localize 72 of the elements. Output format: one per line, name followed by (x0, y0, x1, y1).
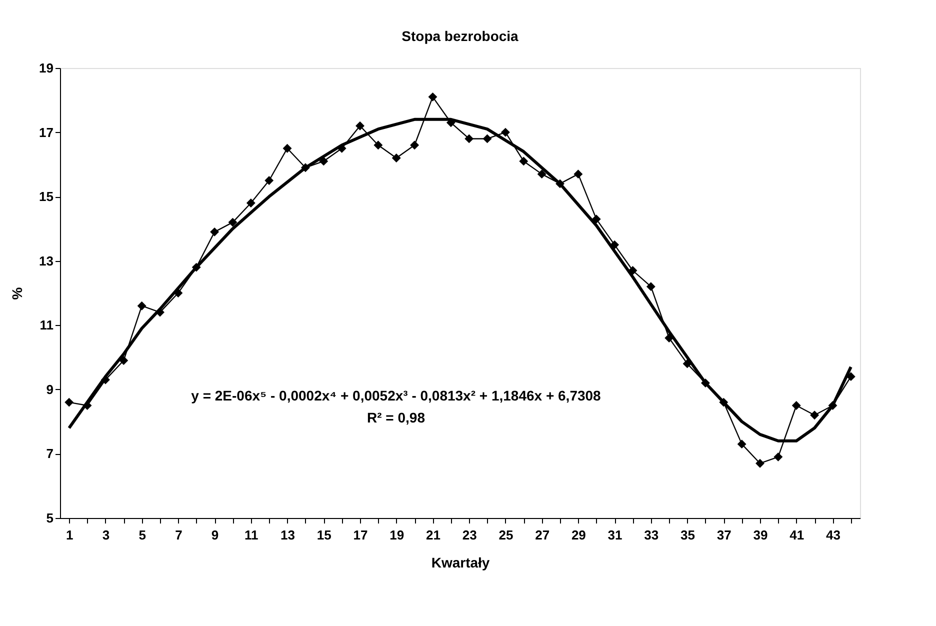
point (756, 458, 764, 468)
x-tick-label: 19 (390, 528, 404, 542)
point (246, 198, 256, 208)
point (174, 288, 183, 298)
x-tick-label: 41 (790, 528, 804, 542)
point (282, 144, 292, 153)
y-tick-label: 7 (46, 446, 54, 462)
point (264, 176, 274, 185)
x-tick-label: 23 (462, 528, 477, 542)
point (428, 92, 438, 102)
point (192, 262, 201, 272)
point (592, 214, 601, 224)
point (628, 266, 638, 275)
x-tick-label: 43 (826, 528, 840, 542)
x-tick-label: 7 (175, 528, 182, 542)
x-axis-title: Kwartały (431, 554, 490, 570)
point (610, 240, 620, 250)
point (374, 140, 383, 150)
y-tick-label: 11 (40, 318, 54, 333)
x-tick-label: 3 (102, 528, 110, 542)
point (646, 282, 656, 292)
point (700, 378, 710, 388)
point (537, 170, 546, 179)
x-tick-label: 5 (138, 528, 146, 542)
point (792, 401, 801, 410)
annotation: R² = 0,98 (367, 410, 426, 426)
point (828, 401, 838, 410)
x-tick-label: 15 (316, 528, 332, 542)
y-tick-label: 5 (46, 510, 54, 526)
point (500, 128, 510, 137)
y-tick-label: 13 (39, 253, 54, 268)
x-tick-label: 17 (353, 528, 368, 542)
point (64, 398, 74, 407)
x-tick-label: 29 (571, 528, 586, 542)
point (137, 301, 146, 310)
point (556, 179, 564, 188)
x-tick-label: 37 (716, 528, 732, 542)
x-tick-label: 31 (608, 528, 622, 542)
point (228, 218, 238, 227)
x-tick-label: 35 (680, 528, 696, 542)
x-tick-label: 9 (211, 528, 219, 542)
y-tick-label: 19 (39, 60, 54, 76)
point (410, 140, 420, 150)
annotation: y = 2E-06x⁵ - 0,0002x⁴ + 0,0052x³ - 0,0813x² + 1,1846x + 6,7308 (191, 388, 602, 404)
x-tick-label: 1 (66, 528, 74, 542)
point (300, 163, 310, 172)
point (392, 154, 401, 162)
x-tick-label: 27 (535, 528, 550, 542)
point (719, 398, 728, 407)
point (574, 170, 583, 179)
y-tick-label: 17 (39, 124, 54, 140)
point (356, 121, 364, 130)
y-tick-label: 15 (39, 189, 54, 204)
chart-title: Stopa bezrobocia (402, 28, 519, 44)
point (319, 156, 328, 166)
x-tick-label: 39 (753, 528, 768, 542)
y-tick-label: 9 (46, 382, 54, 397)
point (682, 359, 692, 368)
x-tick-label: 33 (644, 528, 659, 542)
point (119, 356, 128, 365)
point (519, 156, 528, 166)
point (482, 134, 492, 144)
point (737, 440, 746, 449)
point (464, 134, 474, 144)
point (810, 410, 820, 420)
point (210, 227, 220, 236)
y-axis-title: % (9, 286, 26, 300)
x-tick-label: 21 (426, 528, 440, 542)
x-tick-label: 11 (244, 528, 258, 542)
x-tick-label: 25 (498, 528, 514, 542)
x-tick-label: 13 (280, 528, 296, 542)
point (774, 452, 783, 462)
